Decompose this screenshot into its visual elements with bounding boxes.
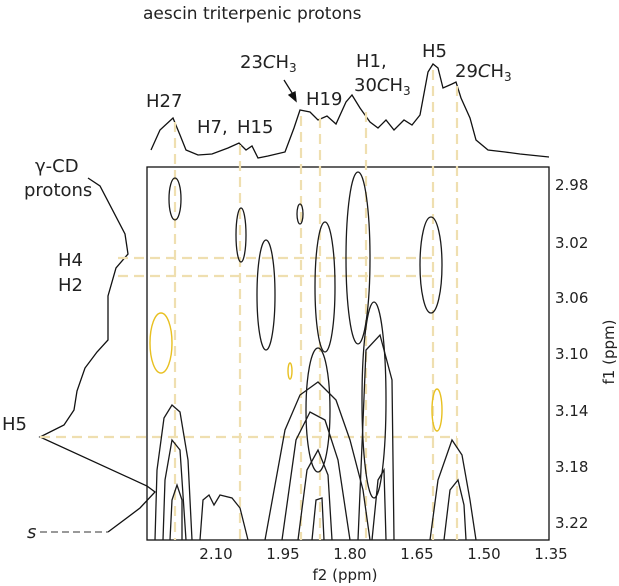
x-tick-label: 1.35 [534,545,567,563]
y-axis-label: f1 (ppm) [600,320,618,385]
x-tick-label: 1.95 [266,545,299,563]
y-tick-label: 3.22 [555,514,588,532]
figure-title: aescin triterpenic protons [143,4,362,24]
contour-23ch3 [296,203,304,225]
f1-projection-trace [38,177,156,533]
contour-bottom-right-1 [357,333,395,541]
contour-h27-top [168,177,182,221]
contour-set [154,171,477,541]
negative-contours [149,312,443,432]
contour-bottom-center-4 [311,497,325,541]
x-axis-label: f2 (ppm) [313,566,378,584]
peak-label-h5-top: H5 [422,41,447,62]
x-tick-label: 1.80 [333,545,366,563]
guide-lines [40,70,459,540]
contour-bottom-center-3 [297,448,333,541]
contour-h19-lower [305,347,331,473]
contour-bottom-left-2 [162,438,187,541]
side-label-s: s [27,522,36,543]
x-tick-label: 1.65 [400,545,433,563]
peak-label-h27: H27 [146,91,182,112]
negative-contour-mid [287,362,293,380]
contour-bottom-mid [199,493,249,541]
y-tick-label: 3.02 [555,234,588,252]
y-tick-label: 3.10 [555,345,588,363]
plot-frame [146,166,550,541]
side-label-protons: protons [24,180,92,201]
contour-h1-upper [345,171,371,345]
y-tick-label: 2.98 [555,176,588,194]
peak-label-h7: H7, [197,117,228,138]
contour-bottom-right-2 [371,467,387,541]
y-tick-label: 3.14 [555,402,588,420]
contour-mid-1 [256,239,276,351]
contour-bottom-center-1 [264,381,371,541]
peak-label-29ch3: 29CH3 [455,61,512,84]
contour-bottom-center-2 [281,411,351,541]
peak-label-h19: H19 [306,89,342,110]
contour-bottom-left-3 [169,482,183,541]
y-tick-label: 3.06 [555,289,588,307]
f2-projection-trace [150,63,550,159]
negative-contour-left [149,312,173,374]
contour-bottom-left-1 [154,404,193,541]
contour-h1-lower [361,301,387,499]
side-label-h4: H4 [58,250,83,271]
peak-label-h15: H15 [237,117,273,138]
side-label-gamma-cd: γ-CD [35,156,79,177]
arrow-23ch3 [283,79,297,103]
y-tick-label: 3.18 [555,458,588,476]
contour-h5-a [419,216,443,314]
side-label-h5: H5 [2,414,27,435]
peak-label-30ch3: 30CH3 [354,75,411,98]
contour-h15-upper [235,207,247,263]
peak-label-h1: H1, [356,51,387,72]
contour-bottom-far-right [429,438,477,541]
x-axis: 2.10 1.95 1.80 1.65 1.50 1.35 f2 (ppm) [199,545,567,584]
y-axis: 2.98 3.02 3.06 3.10 3.14 3.18 3.22 f1 (p… [555,176,618,532]
negative-contour-right [431,388,443,432]
side-label-h2: H2 [58,275,83,296]
x-tick-label: 2.10 [199,545,232,563]
peak-label-23ch3: 23CH3 [240,52,297,75]
x-tick-label: 1.50 [467,545,500,563]
contour-h19-upper [314,221,336,353]
contour-bottom-far-right-2 [443,478,467,541]
